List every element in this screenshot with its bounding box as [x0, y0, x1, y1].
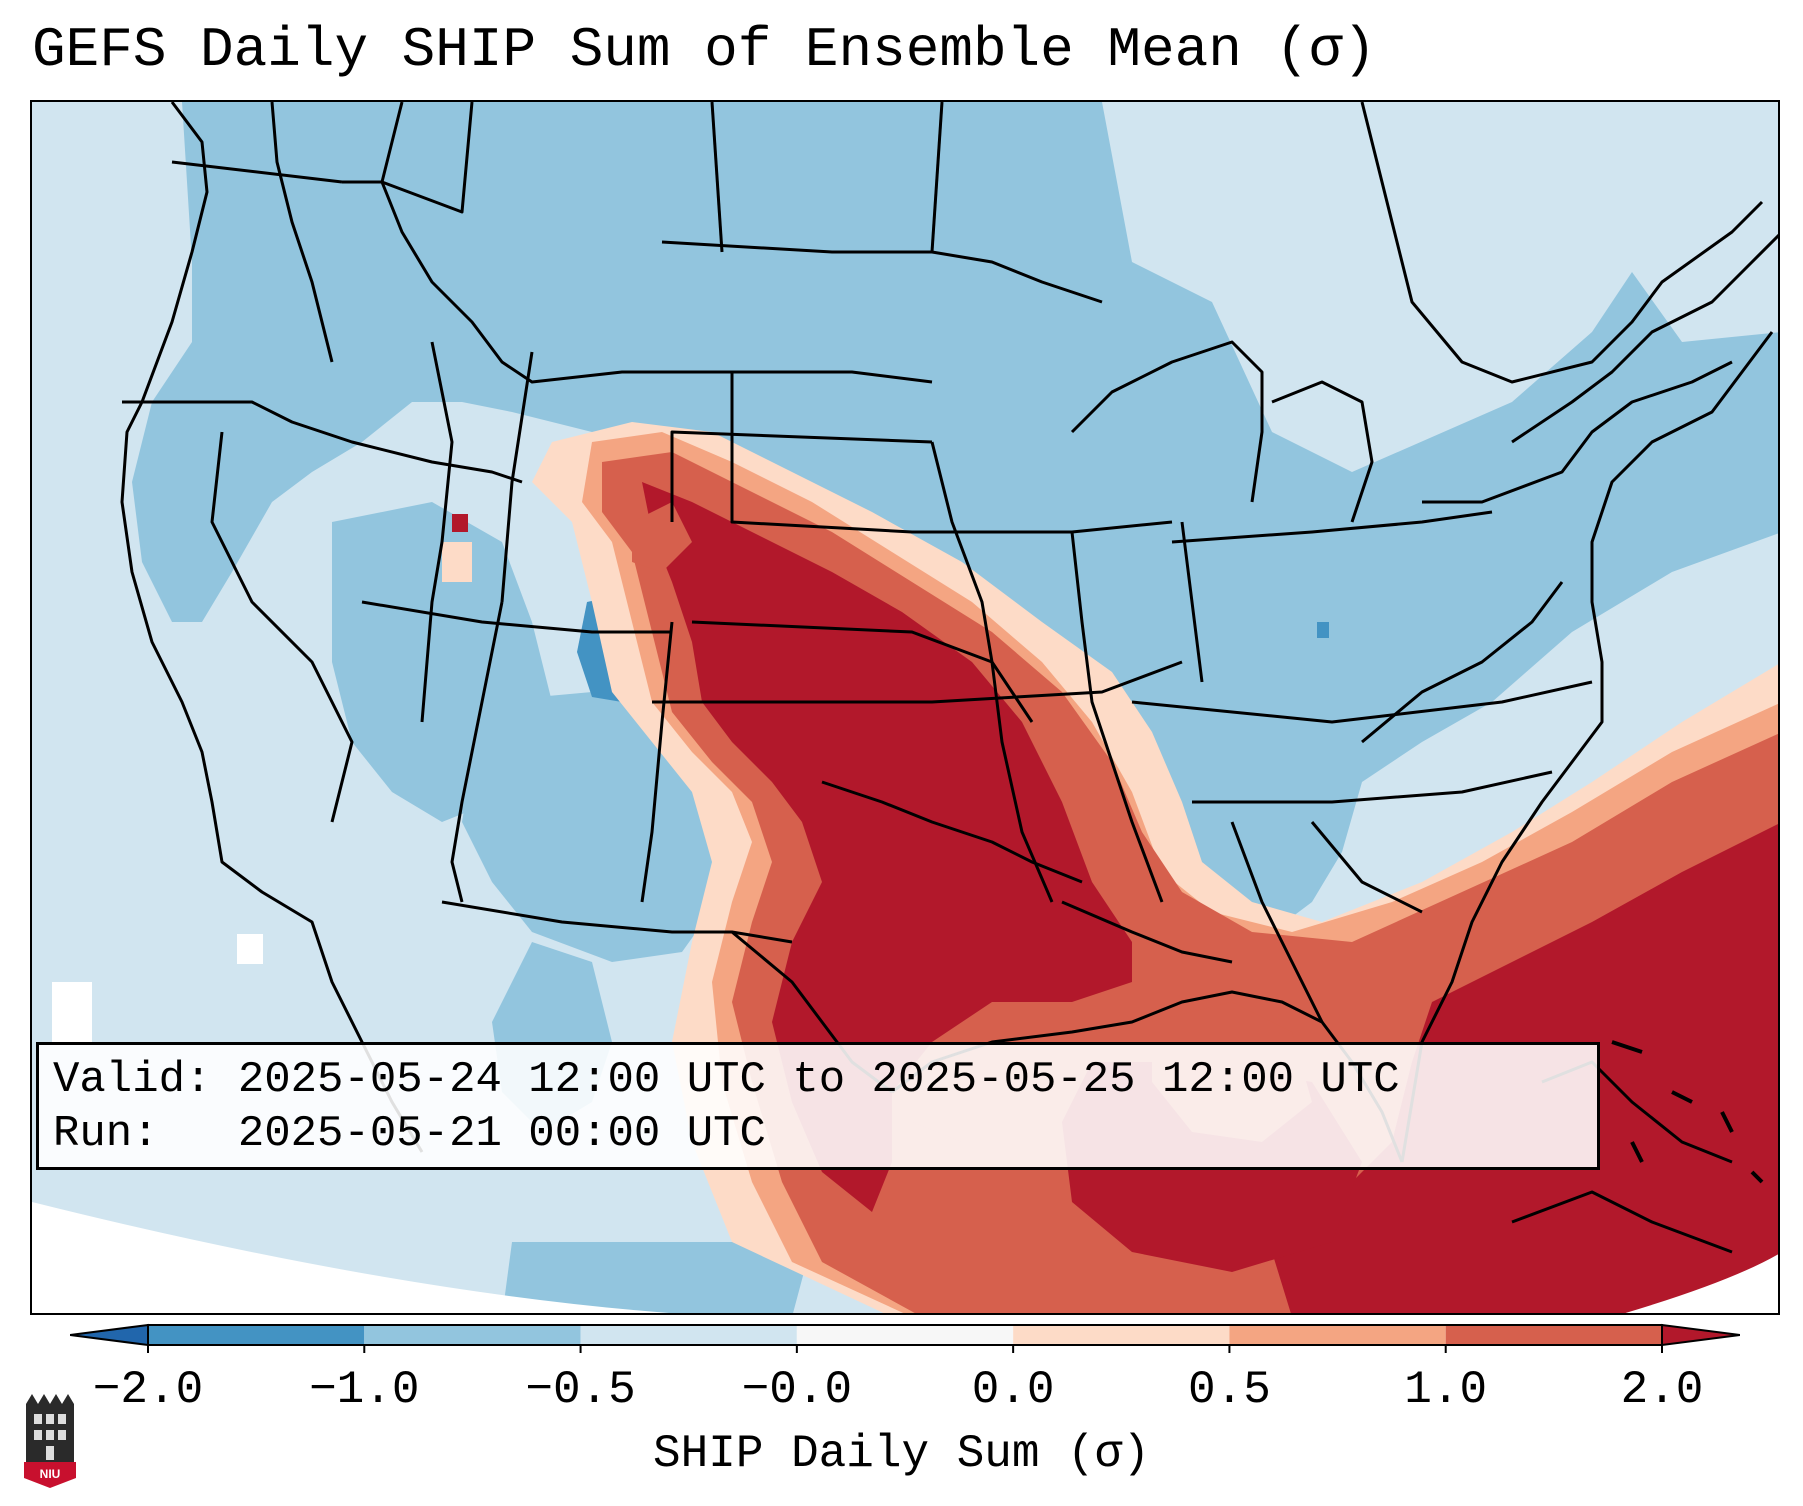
map-title: GEFS Daily SHIP Sum of Ensemble Mean (σ)	[32, 18, 1377, 82]
colorbar-bins	[70, 1323, 1740, 1353]
map-islands	[1611, 1040, 1764, 1184]
colorbar-tick-label: 0.5	[1188, 1364, 1271, 1416]
colorbar-bin	[1013, 1325, 1230, 1345]
logo-text: NIU	[40, 1467, 61, 1481]
run-value: 2025-05-21 00:00 UTC	[237, 1109, 766, 1159]
field-negative-regions	[132, 102, 1778, 1313]
colorbar-tick-label: −1.0	[309, 1364, 420, 1416]
colorbar-tick-label: 0.0	[971, 1364, 1055, 1416]
colorbar-bin	[1229, 1325, 1446, 1345]
colorbar-extend-high	[1661, 1323, 1740, 1347]
colorbar-bin	[796, 1325, 1014, 1345]
colorbar	[70, 1323, 1740, 1353]
colorbar-extend-low	[70, 1323, 149, 1347]
colorbar-tick-label: 2.0	[1620, 1364, 1704, 1416]
colorbar-bin	[148, 1325, 365, 1345]
valid-label: Valid:	[53, 1055, 212, 1105]
colorbar-bin	[580, 1325, 797, 1345]
colorbar-bin	[364, 1325, 581, 1345]
colorbar-tick-label: 1.0	[1404, 1364, 1488, 1416]
colorbar-tick-label: −2.0	[92, 1364, 204, 1416]
colorbar-bin	[1445, 1325, 1662, 1345]
field-missing-data	[32, 934, 1778, 1313]
map-borders	[120, 102, 1778, 1254]
colorbar-label: SHIP Daily Sum (σ)	[653, 1428, 1150, 1480]
colorbar-tick-label: −0.5	[525, 1364, 636, 1416]
valid-value: 2025-05-24 12:00 UTC to 2025-05-25 12:00…	[237, 1055, 1400, 1105]
validity-info-box: Valid: 2025-05-24 12:00 UTC to 2025-05-2…	[36, 1042, 1600, 1170]
colorbar-outline	[147, 1324, 1663, 1346]
colorbar-tick-label: −0.0	[741, 1364, 853, 1416]
niu-logo: NIU	[24, 1394, 76, 1488]
run-label: Run:	[53, 1109, 159, 1159]
